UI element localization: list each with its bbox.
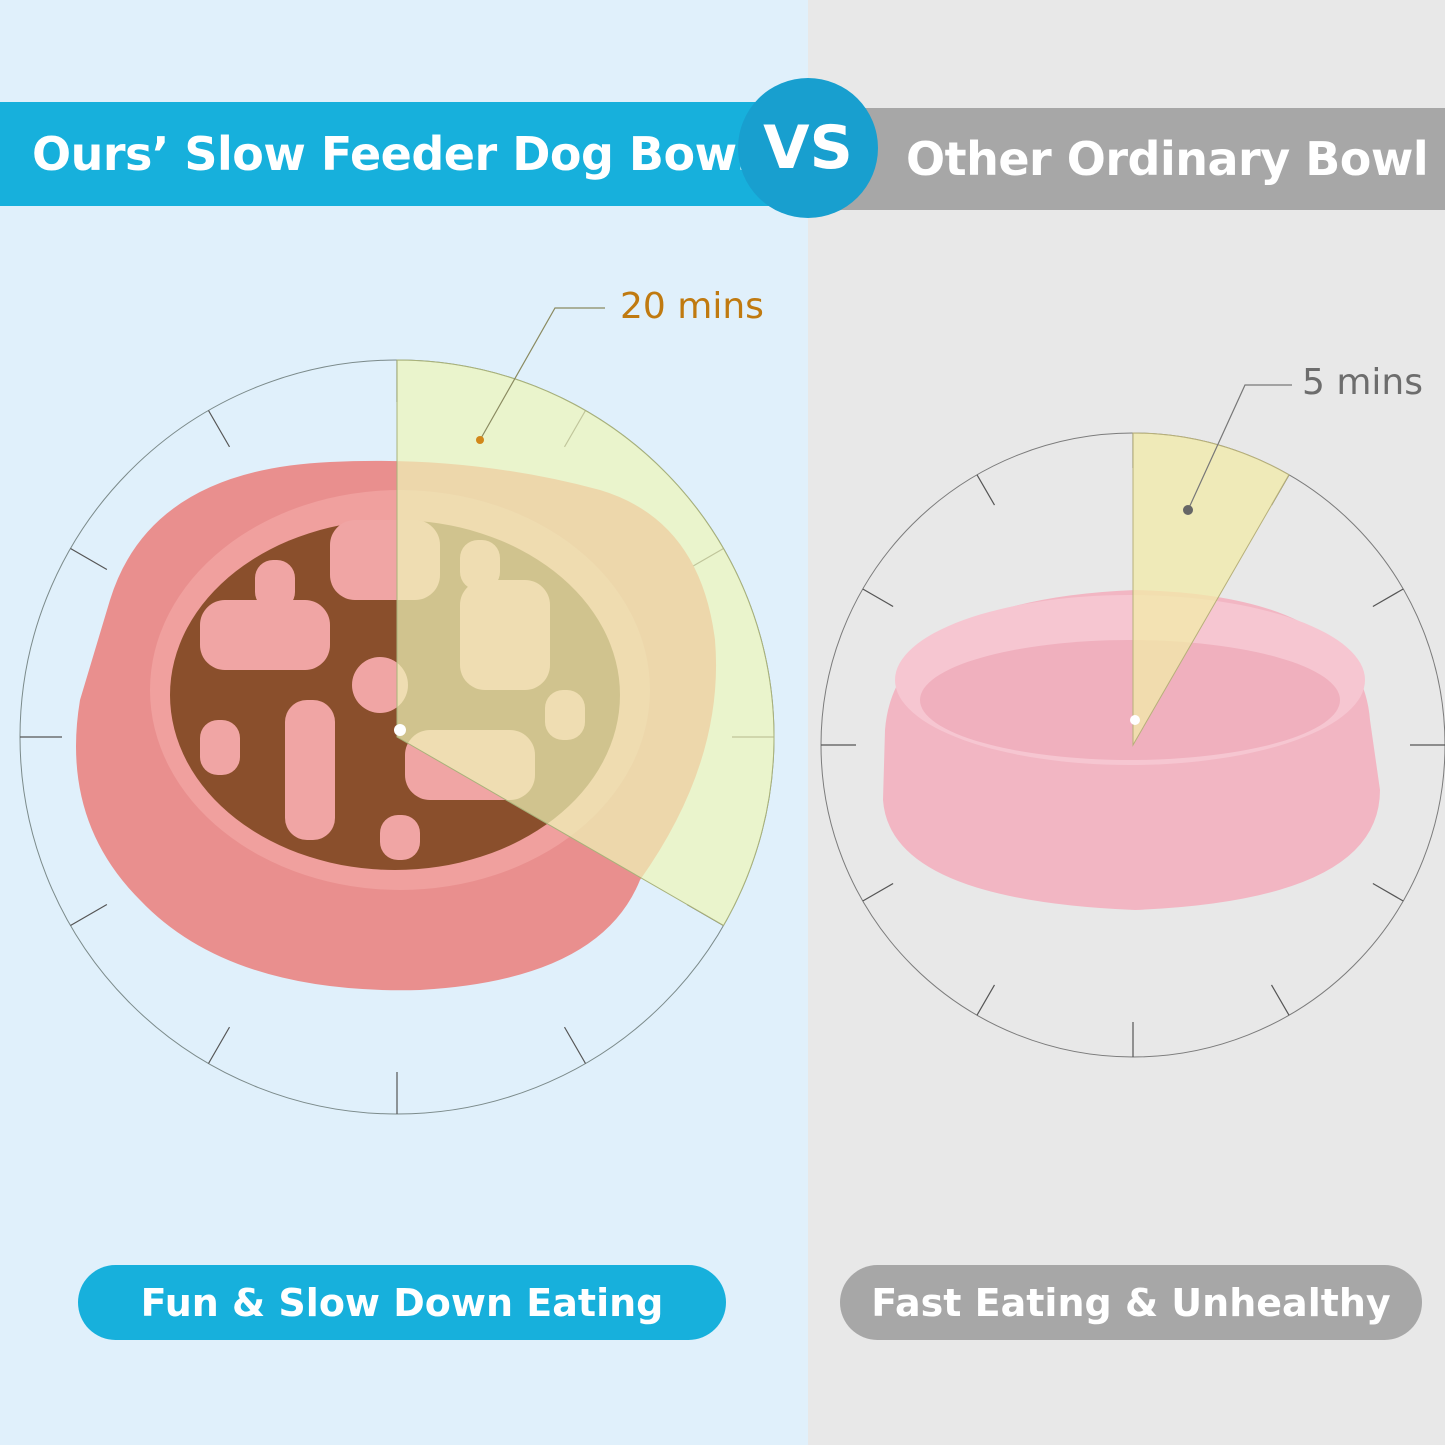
clock-tick: [1372, 588, 1404, 608]
time-wedge-20-mins: [396, 359, 775, 927]
our-bowl-title-bar: Ours’ Slow Feeder Dog Bowl: [0, 102, 790, 206]
ordinary-bowl-image: [883, 590, 1380, 910]
clock-tick: [207, 1026, 231, 1064]
clock-tick: [1270, 984, 1290, 1016]
clock-tick: [976, 984, 996, 1016]
leader-dot: [1183, 505, 1193, 515]
clock-tick: [976, 474, 996, 506]
clock-tick: [1372, 882, 1404, 902]
leader-line: [1187, 384, 1292, 511]
vs-badge: VS: [738, 78, 878, 218]
clock-center-dot: [394, 724, 406, 736]
leader-dot: [476, 436, 484, 444]
clock-tick: [563, 1026, 587, 1064]
clock-tick: [862, 882, 894, 902]
clock-center-dot: [1130, 715, 1140, 725]
other-bowl-title-bar: Other Ordinary Bowl: [840, 108, 1445, 210]
slow-eating-pill: Fun & Slow Down Eating: [78, 1265, 726, 1340]
leader-line: [479, 307, 605, 441]
our-bowl-title: Ours’ Slow Feeder Dog Bowl: [32, 127, 752, 181]
clock-tick: [207, 410, 231, 448]
time-wedge-5-mins: [1132, 432, 1290, 747]
time-label-5-mins: 5 mins: [1302, 362, 1423, 403]
clock-tick: [70, 547, 108, 571]
fast-eating-pill: Fast Eating & Unhealthy: [840, 1265, 1422, 1340]
time-label-20-mins: 20 mins: [620, 286, 764, 327]
other-bowl-title: Other Ordinary Bowl: [906, 132, 1429, 186]
clock-tick: [70, 903, 108, 927]
clock-tick: [862, 588, 894, 608]
